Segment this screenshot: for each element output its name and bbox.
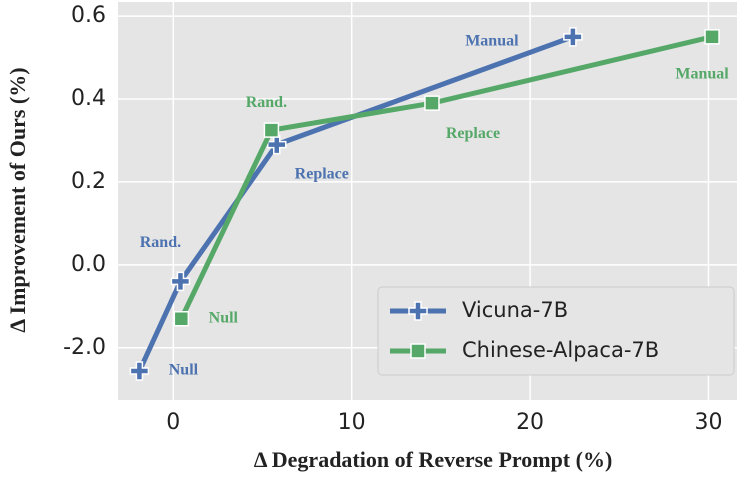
marker — [129, 361, 150, 381]
y-tick-label: 0.4 — [71, 86, 106, 111]
point-label: Rand. — [140, 234, 181, 251]
point-label: Null — [169, 362, 199, 379]
series-line — [137, 34, 574, 373]
marker — [704, 29, 720, 45]
x-tick-label: 20 — [516, 410, 544, 435]
series-line — [179, 34, 713, 320]
legend: Vicuna-7B Chinese-Alpaca-7B — [377, 286, 735, 376]
x-tick-label: 0 — [166, 410, 180, 435]
point-label: Replace — [295, 165, 349, 182]
marker — [170, 271, 191, 292]
point-label: Manual — [675, 65, 729, 82]
y-tick-label: 0.2 — [71, 169, 106, 194]
y-tick-label: -2.0 — [63, 335, 106, 360]
x-axis-label: Δ Degradation of Reverse Prompt (%) — [254, 447, 613, 472]
marker — [263, 122, 280, 138]
legend-marker — [408, 301, 428, 321]
legend-box — [377, 286, 735, 376]
legend-marker — [410, 343, 426, 359]
point-label: Null — [209, 309, 239, 326]
marker — [424, 95, 440, 111]
legend-label: Vicuna-7B — [462, 298, 568, 322]
point-label: Rand. — [246, 94, 287, 111]
x-tick-label: 10 — [338, 410, 366, 435]
marker — [173, 310, 190, 327]
legend-label: Chinese-Alpaca-7B — [462, 338, 659, 362]
marker — [563, 27, 583, 47]
point-label: Manual — [465, 32, 519, 49]
y-tick-label: 0.6 — [71, 3, 106, 28]
x-tick-label: 30 — [694, 410, 722, 435]
point-label: Replace — [446, 125, 500, 142]
y-tick-label: 0.0 — [71, 252, 106, 277]
y-axis-label: Δ Improvement of Ours (%) — [5, 67, 30, 332]
